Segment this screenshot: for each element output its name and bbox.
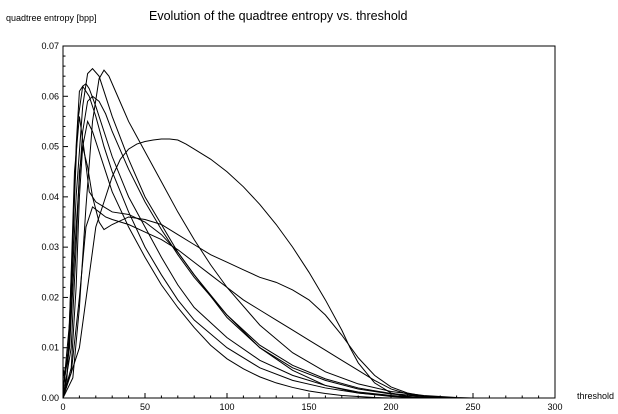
x-axis-label: threshold xyxy=(577,391,614,401)
x-tick-label: 100 xyxy=(219,402,234,412)
x-axis-ticks: 0 50 100 150 200 250 300 xyxy=(60,393,563,412)
y-axis-ticks: 0.00 0.01 0.02 0.03 0.04 0.05 0.06 0.07 xyxy=(41,41,68,403)
series-line-1 xyxy=(62,85,482,399)
series-line-5 xyxy=(62,95,457,399)
series-line-2 xyxy=(62,82,473,399)
series-line-8 xyxy=(62,206,457,399)
series-lines xyxy=(62,67,482,399)
plot-frame xyxy=(62,45,556,399)
chart-title: Evolution of the quadtree entropy vs. th… xyxy=(149,9,408,23)
y-tick-label: 0.03 xyxy=(41,242,59,252)
y-tick-label: 0.07 xyxy=(41,41,59,51)
y-tick-label: 0.01 xyxy=(41,343,59,353)
y-axis-label: quadtree entropy [bpp] xyxy=(6,13,97,23)
x-tick-label: 250 xyxy=(465,402,480,412)
y-tick-label: 0.04 xyxy=(41,192,59,202)
series-line-7 xyxy=(62,146,473,399)
y-tick-label: 0.02 xyxy=(41,292,59,302)
x-tick-label: 0 xyxy=(60,402,65,412)
x-tick-label: 50 xyxy=(140,402,150,412)
series-line-10 xyxy=(62,119,424,399)
series-line-9 xyxy=(62,138,424,399)
y-tick-label: 0.05 xyxy=(41,142,59,152)
y-tick-label: 0.06 xyxy=(41,91,59,101)
x-tick-label: 150 xyxy=(301,402,316,412)
plot-border xyxy=(62,45,556,399)
x-tick-label: 200 xyxy=(383,402,398,412)
series-line-3 xyxy=(62,67,473,399)
y-tick-label: 0.00 xyxy=(41,393,59,403)
series-line-6 xyxy=(62,116,424,399)
series-line-4 xyxy=(62,69,474,399)
x-tick-label: 300 xyxy=(547,402,562,412)
